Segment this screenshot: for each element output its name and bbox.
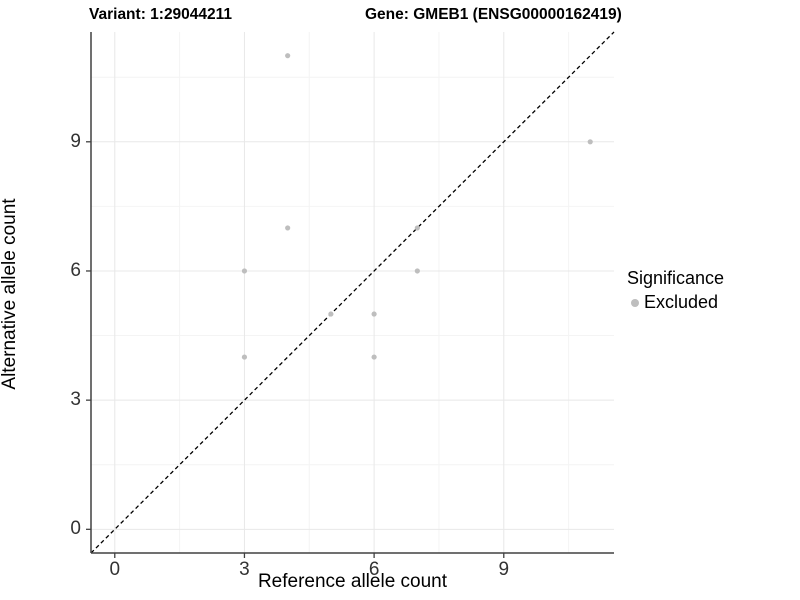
data-point [285, 225, 291, 231]
x-tick-label: 9 [498, 559, 510, 580]
data-point [285, 53, 291, 59]
legend-title: Significance [627, 268, 725, 288]
y-tick-label: 9 [70, 130, 81, 152]
x-tick-label: 3 [239, 559, 250, 580]
legend-item-excluded: Excluded [627, 292, 724, 313]
x-tick-label: 6 [368, 559, 380, 580]
excluded-point-icon [631, 298, 639, 307]
y-axis-title: Alternative allele count [0, 198, 20, 390]
data-point [371, 311, 377, 317]
x-axis-title: Reference allele count [257, 571, 448, 592]
data-point [241, 268, 248, 274]
plot-title-gene: Gene: GMEB1 (ENSG00000162419) [365, 6, 622, 23]
y-tick-label: 3 [70, 389, 81, 411]
y-tick-label: 6 [70, 259, 81, 281]
data-point [241, 354, 248, 360]
y-tick-label: 0 [70, 518, 81, 540]
x-tick-label: 0 [109, 559, 121, 580]
data-point [587, 139, 593, 145]
data-point [328, 311, 334, 317]
legend: Significance Excluded [627, 268, 724, 313]
plot-title-variant: Variant: 1:29044211 [89, 6, 233, 23]
data-point [371, 354, 377, 360]
data-point [414, 268, 420, 274]
data-point [414, 225, 420, 231]
legend-item-label: Excluded [644, 292, 719, 312]
